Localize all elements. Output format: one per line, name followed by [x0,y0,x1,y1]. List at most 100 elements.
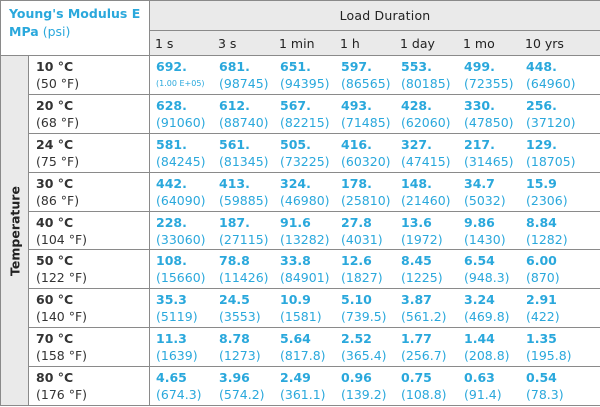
modulus-mpa-value: 0.75 [401,370,432,386]
modulus-cell: 8.84 (1282) [520,212,600,251]
modulus-mpa-value: 612. [219,97,250,113]
modulus-psi-value: (46980) [280,192,330,208]
modulus-cell: 91.6 (13282) [274,212,335,251]
temperature-row-label: 20 °C (68 °F) [29,94,150,134]
modulus-cell: 256. (37120) [520,95,600,134]
modulus-psi-value: (3553) [219,309,261,325]
modulus-cell: 6.00 (870) [520,250,600,290]
modulus-cell: 217. (31465) [458,134,520,173]
modulus-cell: 1.35 (195.8) [520,328,600,368]
title-unit-psi: (psi) [42,24,71,39]
temperature-celsius: 40 °C [36,214,74,230]
temperature-fahrenheit: (158 °F) [36,348,88,364]
modulus-mpa-value: 11.3 [156,331,187,347]
modulus-cell: 9.86 (1430) [458,212,520,251]
modulus-cell: 628. (91060) [150,95,213,134]
modulus-cell: 581. (84245) [150,134,213,173]
modulus-psi-value: (64960) [526,76,576,91]
modulus-psi-value: (948.3) [464,270,510,286]
modulus-mpa-value: 2.49 [280,370,311,386]
modulus-cell: 187. (27115) [213,212,274,251]
temperature-celsius: 70 °C [36,331,74,347]
temperature-row-label: 80 °C (176 °F) [29,367,150,407]
modulus-psi-value: (81345) [219,153,269,169]
modulus-cell: 499. (72355) [458,56,520,95]
modulus-psi-value: (62060) [401,114,451,130]
modulus-psi-value: (60320) [341,153,391,169]
modulus-mpa-value: 12.6 [341,253,372,269]
modulus-cell: 6.54 (948.3) [458,250,520,290]
modulus-cell: 692. (1.00 E+05) [150,56,213,95]
modulus-psi-value: (1.00 E+05) [156,79,205,88]
modulus-cell: 3.87 (561.2) [395,289,458,329]
modulus-psi-value: (5119) [156,309,198,325]
temperature-celsius: 60 °C [36,292,74,308]
modulus-cell: 27.8 (4031) [335,212,395,251]
temperature-row-label: 60 °C (140 °F) [29,289,150,329]
modulus-psi-value: (15660) [156,270,206,286]
modulus-cell: 129. (18705) [520,134,600,173]
modulus-mpa-value: 5.10 [341,292,372,308]
modulus-psi-value: (817.8) [280,348,326,364]
modulus-mpa-value: 148. [401,175,432,191]
modulus-mpa-value: 8.84 [526,214,557,230]
modulus-mpa-value: 256. [526,97,557,113]
modulus-psi-value: (37120) [526,114,576,130]
modulus-mpa-value: 5.64 [280,331,311,347]
temperature-row-label: 40 °C (104 °F) [29,211,150,251]
modulus-cell: 681. (98745) [213,56,274,95]
modulus-mpa-value: 8.78 [219,331,250,347]
modulus-psi-value: (422) [526,309,560,325]
modulus-cell: 612. (88740) [213,95,274,134]
modulus-mpa-value: 2.52 [341,331,372,347]
modulus-psi-value: (674.3) [156,387,202,403]
modulus-mpa-value: 324. [280,175,311,191]
temperature-fahrenheit: (176 °F) [36,387,88,403]
modulus-mpa-value: 15.9 [526,175,557,191]
temperature-fahrenheit: (140 °F) [36,309,88,325]
temperature-row-label: 10 °C (50 °F) [29,56,150,95]
modulus-mpa-value: 1.77 [401,331,432,347]
modulus-psi-value: (739.5) [341,309,387,325]
modulus-cell: 2.91 (422) [520,289,600,329]
modulus-cell: 0.54 (78.3) [520,367,600,407]
duration-header-1mo: 1 mo [458,31,520,56]
modulus-mpa-value: 35.3 [156,292,187,308]
modulus-psi-value: (84245) [156,153,206,169]
modulus-psi-value: (59885) [219,192,269,208]
modulus-mpa-value: 6.54 [464,253,495,269]
modulus-psi-value: (4031) [341,231,383,247]
temperature-row-label: 24 °C (75 °F) [29,133,150,173]
modulus-cell: 178. (25810) [335,173,395,212]
modulus-mpa-value: 493. [341,97,372,113]
temperature-fahrenheit: (86 °F) [36,192,80,208]
modulus-psi-value: (78.3) [526,387,564,403]
modulus-cell: 34.7 (5032) [458,173,520,212]
temperature-row-label: 70 °C (158 °F) [29,328,150,368]
modulus-cell: 1.77 (256.7) [395,328,458,368]
modulus-psi-value: (256.7) [401,348,447,364]
modulus-psi-value: (1430) [464,231,506,247]
modulus-cell: 1.44 (208.8) [458,328,520,368]
modulus-mpa-value: 505. [280,136,311,152]
modulus-mpa-value: 27.8 [341,214,372,230]
modulus-mpa-value: 553. [401,59,432,74]
temperature-axis-label: Temperature [7,185,22,276]
modulus-psi-value: (71485) [341,114,391,130]
modulus-cell: 0.96 (139.2) [335,367,395,407]
modulus-psi-value: (365.4) [341,348,387,364]
modulus-cell: 12.6 (1827) [335,250,395,290]
modulus-mpa-value: 34.7 [464,175,495,191]
modulus-psi-value: (25810) [341,192,391,208]
modulus-psi-value: (86565) [341,76,391,91]
modulus-cell: 8.78 (1273) [213,328,274,368]
title-unit-mpa: MPa [9,24,39,39]
duration-header-1h: 1 h [335,31,395,56]
temperature-axis: Temperature [0,56,29,407]
modulus-cell: 10.9 (1581) [274,289,335,329]
duration-header-1s: 1 s [150,31,213,56]
temperature-celsius: 30 °C [36,175,74,191]
modulus-psi-value: (64090) [156,192,206,208]
temperature-row-label: 50 °C (122 °F) [29,250,150,290]
